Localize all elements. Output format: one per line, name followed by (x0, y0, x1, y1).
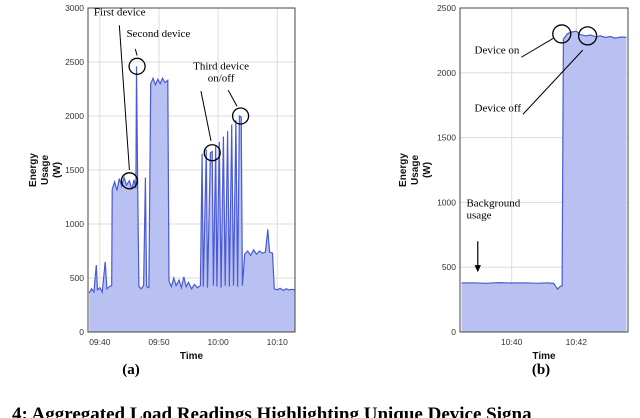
x-tick-label: 10:42 (566, 337, 588, 347)
annotation-leader-line (200, 91, 212, 141)
annotation-leader-line (118, 25, 130, 171)
chart-a-highlight-circle (128, 57, 146, 75)
x-tick-label: 10:00 (207, 337, 229, 347)
chart-a-x-axis-title: Time (180, 351, 204, 362)
chart-a-highlight-circle (120, 172, 139, 190)
annotation-leader-line (522, 49, 584, 115)
chart-a-area (89, 66, 295, 333)
chart-b: 0 500 1000 1500 2000 2500 10:40 10:42 Time Energy… (398, 3, 629, 362)
y-tick-label: 2500 (437, 3, 456, 13)
plot-border (87, 7, 296, 333)
annotation-leader-line (134, 48, 138, 56)
y-tick-label: 2000 (65, 111, 84, 121)
y-tick-label: 0 (79, 327, 84, 337)
x-tick-label: 10:40 (501, 337, 523, 347)
chart-b-y-axis-title: EnergyUsage(W) (398, 153, 433, 187)
chart-a-highlight-circle (203, 144, 221, 162)
panel-label-a: (a) (122, 362, 140, 378)
chart-b-annotation-label: Background usage (466, 197, 520, 221)
chart-a-y-axis-title: EnergyUsage(W) (28, 153, 63, 187)
chart-b-annotation-label: Device on (475, 44, 520, 56)
chart-b-series-line (461, 30, 627, 291)
x-tick-label: 10:10 (267, 337, 289, 347)
y-tick-label: 1500 (65, 165, 84, 175)
plot-border (459, 7, 629, 333)
energy-usage-charts: 0 500 1000 1500 2000 2500 3000 09:40 09:50 10:00 1… (28, 3, 629, 362)
chart-b-area (461, 31, 627, 333)
annotation-leader-line (227, 89, 238, 107)
annotation-leader-line (521, 38, 554, 58)
y-tick-label: 3000 (65, 3, 84, 13)
y-tick-label: 500 (70, 273, 84, 283)
figure-caption: 4: Aggregated Load Readings Highlighting… (12, 404, 532, 418)
chart-b-highlight-circle (552, 24, 572, 44)
y-tick-label: 2000 (437, 68, 456, 78)
y-tick-label: 500 (442, 262, 456, 272)
chart-a-annotation-label: Second device (126, 28, 190, 40)
chart-b-highlight-circle (577, 26, 598, 46)
y-tick-label: 2500 (65, 57, 84, 67)
x-tick-label: 09:50 (148, 337, 170, 347)
annotation-arrow-head (474, 265, 481, 273)
y-tick-label: 1000 (437, 197, 456, 207)
chart-a-highlight-circle (231, 107, 250, 125)
chart-b-annotation-label: Device off (475, 103, 522, 115)
y-tick-label: 1500 (437, 133, 456, 143)
svg-text:EnergyUsage(W): EnergyUsage(W) (398, 153, 433, 187)
x-tick-label: 09:40 (89, 337, 111, 347)
chart-a-annotation-label: First device (94, 7, 146, 19)
svg-text:EnergyUsage(W): EnergyUsage(W) (28, 153, 63, 187)
y-tick-label: 1000 (65, 219, 84, 229)
chart-a: 0 500 1000 1500 2000 2500 3000 09:40 09:50 10:00 1… (28, 3, 296, 362)
chart-a-annotation-label: Third device on/off (193, 61, 249, 85)
panel-label-b: (b) (531, 362, 551, 378)
chart-b-x-axis-title: Time (532, 351, 556, 362)
y-tick-label: 0 (451, 327, 456, 337)
